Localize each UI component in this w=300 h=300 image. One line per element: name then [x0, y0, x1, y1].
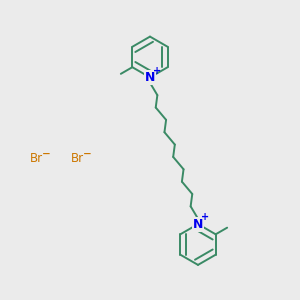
Text: Br: Br: [70, 152, 84, 166]
Text: −: −: [82, 148, 91, 159]
Text: Br: Br: [30, 152, 43, 166]
Text: N: N: [145, 71, 155, 84]
Text: +: +: [152, 66, 161, 76]
Text: N: N: [193, 218, 203, 231]
Text: +: +: [200, 212, 209, 223]
Text: −: −: [42, 148, 51, 159]
